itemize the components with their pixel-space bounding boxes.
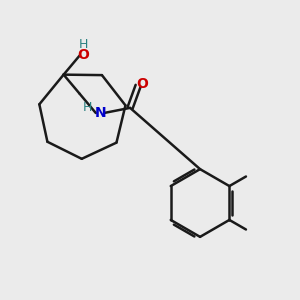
Text: N: N	[94, 106, 106, 120]
Text: O: O	[136, 77, 148, 91]
Text: H: H	[79, 38, 88, 51]
Text: H: H	[82, 101, 92, 114]
Text: O: O	[78, 48, 89, 62]
